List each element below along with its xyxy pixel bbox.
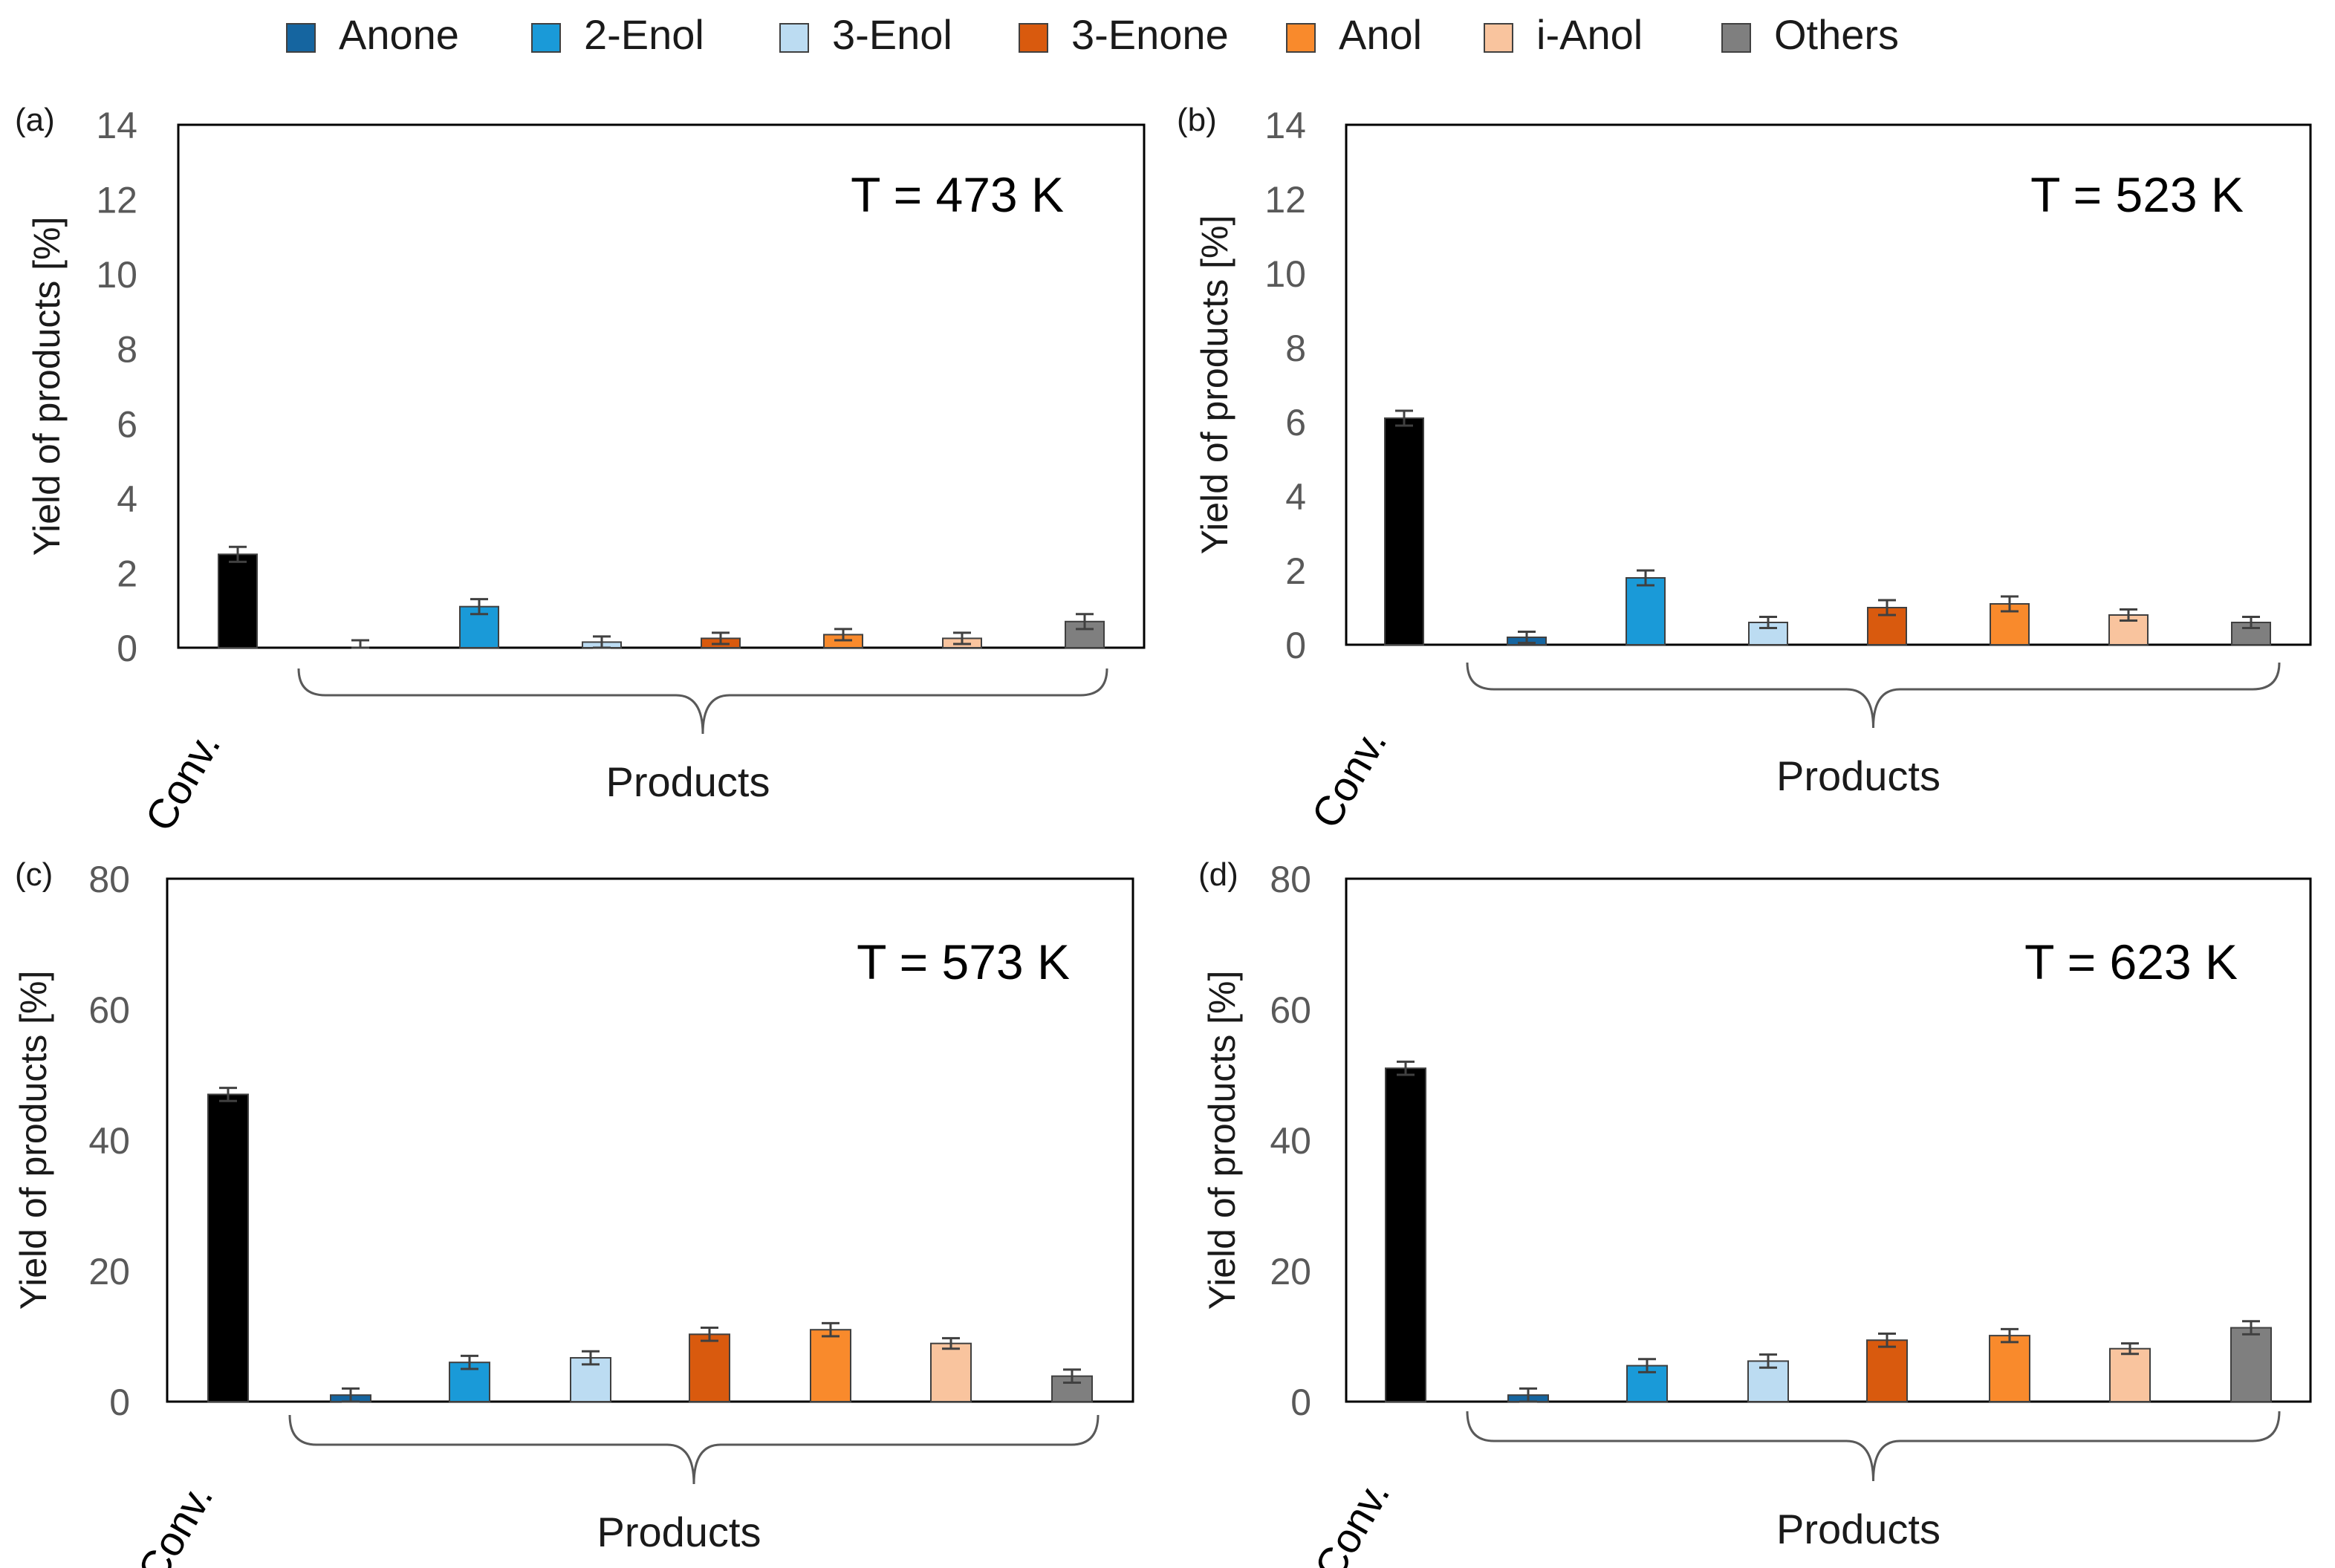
y-tick-label: 6 bbox=[1285, 402, 1306, 443]
y-tick-label: 10 bbox=[1264, 253, 1306, 295]
y-tick-label: 12 bbox=[1264, 179, 1306, 221]
y-tick-label: 14 bbox=[96, 105, 137, 146]
y-tick-label: 20 bbox=[1270, 1251, 1311, 1292]
panel-d: (d) 0 20 40 60 80 Yield of products [%] T = 623… bbox=[1198, 856, 2312, 1568]
y-tick-label: 0 bbox=[109, 1382, 130, 1423]
bar-i-anol bbox=[930, 1342, 972, 1403]
plot-frame bbox=[1345, 877, 2312, 1403]
plot-frame bbox=[177, 123, 1146, 649]
products-group-label: Products bbox=[606, 758, 770, 805]
y-tick-label: 60 bbox=[1270, 989, 1311, 1031]
y-axis-label: Yield of products [%] bbox=[13, 971, 54, 1310]
panel-label: (b) bbox=[1177, 102, 1217, 138]
legend-swatch-2-enol bbox=[531, 23, 561, 53]
legend-label-anone: Anone bbox=[339, 11, 459, 58]
temperature-annotation: T = 623 K bbox=[2024, 934, 2238, 989]
panel-c: (c) 0 20 40 60 80 Yield of products [%] T = 573… bbox=[13, 856, 1134, 1568]
temperature-annotation: T = 573 K bbox=[857, 934, 1070, 989]
bar-conv bbox=[1385, 1067, 1426, 1402]
y-axis-label: Yield of products [%] bbox=[1194, 215, 1235, 555]
legend-label-2-enol: 2-Enol bbox=[584, 11, 704, 58]
plot-frame bbox=[1345, 123, 2312, 646]
temperature-annotation: T = 473 K bbox=[851, 167, 1064, 222]
products-brace bbox=[1466, 1411, 2281, 1482]
bar-conv bbox=[218, 553, 258, 648]
x-tick-label-conv: Conv. bbox=[1302, 721, 1396, 836]
bar-others bbox=[1065, 620, 1105, 648]
products-group-label: Products bbox=[1776, 752, 1941, 799]
y-tick-label: 8 bbox=[1285, 328, 1306, 369]
bar-anol bbox=[810, 1329, 851, 1402]
panel-b: (b) 0 2 4 6 8 10 12 14 Yield of products [%] T = 5… bbox=[1177, 102, 2312, 836]
y-tick-label: 8 bbox=[117, 329, 137, 371]
y-tick-label: 80 bbox=[88, 859, 130, 900]
legend-swatch-i-anol bbox=[1484, 23, 1513, 53]
bar-2-enol bbox=[1626, 577, 1666, 645]
y-tick-label: 0 bbox=[1285, 625, 1306, 666]
plot-frame bbox=[166, 877, 1134, 1403]
legend-swatch-3-enone bbox=[1019, 23, 1048, 53]
y-tick-label: 40 bbox=[88, 1120, 130, 1162]
bar-others bbox=[2230, 1327, 2272, 1403]
y-tick-label: 2 bbox=[117, 553, 137, 594]
products-brace bbox=[297, 668, 1108, 735]
legend-label-i-anol: i-Anol bbox=[1536, 11, 1643, 58]
legend-label-3-enol: 3-Enol bbox=[832, 11, 952, 58]
chart-panels: (a) 0 2 4 6 8 10 12 14 Yield of products [%] T = 4… bbox=[13, 102, 2312, 1568]
panel-a: (a) 0 2 4 6 8 10 12 14 Yield of products [%] T = 4… bbox=[15, 102, 1146, 839]
legend-label-3-enone: 3-Enone bbox=[1071, 11, 1229, 58]
x-tick-label-conv: Conv. bbox=[136, 724, 230, 839]
bar-3-enone bbox=[689, 1333, 730, 1402]
y-tick-label: 14 bbox=[1264, 105, 1306, 146]
y-tick-label: 60 bbox=[88, 989, 130, 1031]
products-group-label: Products bbox=[597, 1509, 761, 1555]
legend-label-anol: Anol bbox=[1339, 11, 1422, 58]
y-axis-label: Yield of products [%] bbox=[26, 217, 68, 556]
temperature-annotation: T = 523 K bbox=[2030, 167, 2244, 222]
products-group-label: Products bbox=[1776, 1506, 1941, 1552]
legend-swatch-others bbox=[1721, 23, 1751, 53]
y-tick-label: 10 bbox=[96, 254, 137, 296]
bar-conv bbox=[207, 1093, 249, 1403]
y-tick-label: 4 bbox=[1285, 476, 1306, 518]
y-axis-label: Yield of products [%] bbox=[1201, 971, 1243, 1310]
x-tick-label-conv: Conv. bbox=[129, 1476, 222, 1568]
bar-3-enone bbox=[1866, 1339, 1908, 1403]
y-tick-label: 0 bbox=[117, 628, 137, 669]
legend-swatch-3-enol bbox=[779, 23, 809, 53]
products-brace bbox=[288, 1414, 1100, 1485]
products-brace bbox=[1466, 662, 2281, 729]
legend-swatch-anone bbox=[286, 23, 316, 53]
panel-label: (a) bbox=[15, 102, 55, 138]
y-tick-label: 20 bbox=[88, 1251, 130, 1292]
bar-others bbox=[1051, 1375, 1093, 1403]
y-tick-label: 80 bbox=[1270, 859, 1311, 900]
panel-label: (c) bbox=[15, 856, 53, 893]
panel-label: (d) bbox=[1198, 856, 1238, 893]
y-tick-label: 4 bbox=[117, 478, 137, 520]
x-tick-label-conv: Conv. bbox=[1305, 1473, 1399, 1568]
legend-swatch-anol bbox=[1286, 23, 1316, 53]
y-tick-label: 2 bbox=[1285, 550, 1306, 592]
bar-anol bbox=[1989, 1335, 2030, 1402]
legend-label-others: Others bbox=[1774, 11, 1899, 58]
y-tick-label: 12 bbox=[96, 180, 137, 221]
bar-i-anol bbox=[2109, 1347, 2151, 1402]
y-tick-label: 6 bbox=[117, 403, 137, 445]
y-tick-label: 0 bbox=[1290, 1382, 1311, 1423]
y-tick-label: 40 bbox=[1270, 1120, 1311, 1162]
legend: Anone 2-Enol 3-Enol 3-Enone Anol i-Anol Others bbox=[286, 11, 1899, 58]
bar-conv bbox=[1384, 417, 1424, 645]
